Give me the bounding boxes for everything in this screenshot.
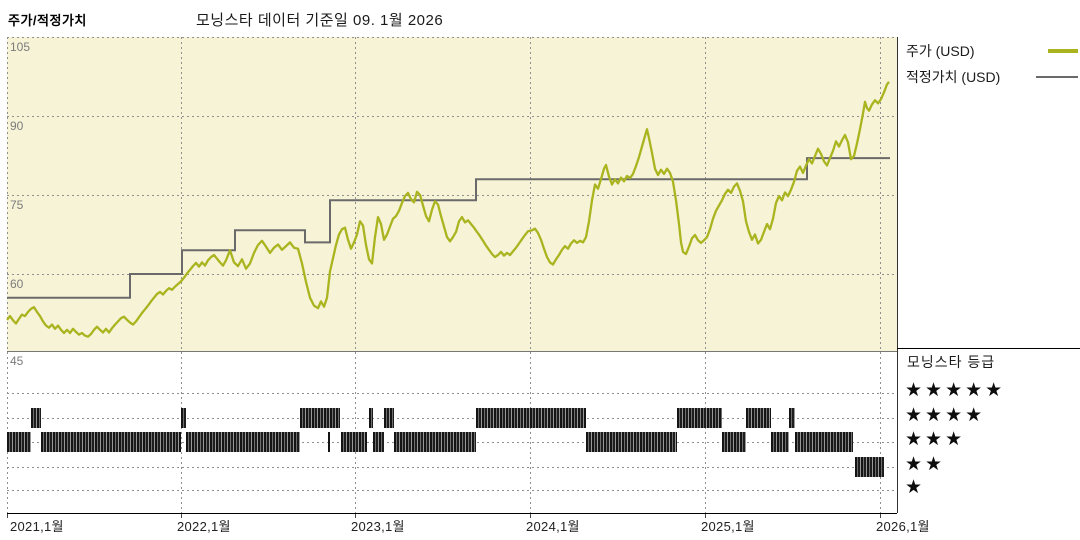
- data-as-of-date: 모닝스타 데이터 기준일 09. 1월 2026: [196, 12, 444, 29]
- gridline-rating-row-5: [7, 393, 897, 394]
- rating-bar-3star: [795, 432, 853, 452]
- rating-bar-3star: [771, 432, 789, 452]
- price-series-label: 주가 (USD): [906, 43, 975, 59]
- fair-value-line-swatch: [1036, 76, 1078, 78]
- rating-row-3-stars: ★★★: [905, 429, 966, 450]
- rating-legend-title: 모닝스타 등급: [907, 354, 996, 370]
- gridline-y-45: [7, 351, 897, 352]
- price-line: [6, 81, 890, 338]
- gridline-y-75: [7, 195, 897, 196]
- y-axis-label: 105: [10, 40, 31, 54]
- price-section-background: [7, 37, 897, 351]
- gridline-y-90: [7, 116, 897, 117]
- rating-row-4-stars: ★★★★: [905, 405, 986, 426]
- gridline-rating-row-4: [7, 418, 897, 419]
- rating-row-2-stars: ★★: [905, 454, 946, 475]
- rating-bar-4star: [476, 408, 586, 428]
- rating-bar-4star: [789, 408, 795, 428]
- x-axis-tick: [880, 514, 881, 518]
- rating-bar-4star: [746, 408, 771, 428]
- rating-bar-3star: [341, 432, 367, 452]
- rating-bar-4star: [31, 408, 41, 428]
- x-axis-label: 2021,1월: [10, 519, 64, 534]
- rating-bar-4star: [181, 408, 186, 428]
- rating-row-5-stars: ★★★★★: [905, 380, 1006, 401]
- x-axis-label: 2025,1월: [701, 519, 755, 534]
- gridline-y-60: [7, 274, 897, 275]
- rating-bar-3star: [41, 432, 181, 452]
- rating-bar-3star: [722, 432, 746, 452]
- x-axis-label: 2024,1월: [526, 519, 580, 534]
- rating-bar-3star: [586, 432, 677, 452]
- y-axis-label: 45: [10, 354, 24, 368]
- rating-row-1-stars: ★: [905, 477, 926, 498]
- price-line-swatch: [1048, 49, 1078, 53]
- x-axis-label: 2023,1월: [351, 519, 405, 534]
- x-axis-tick: [355, 514, 356, 518]
- rating-bar-3star: [7, 432, 31, 452]
- rating-bar-3star: [373, 432, 384, 452]
- x-axis-line: [7, 513, 897, 514]
- gridline-x-2023,1월: [355, 37, 356, 513]
- gridline-rating-row-1: [7, 490, 897, 491]
- y-axis-label: 60: [10, 277, 24, 291]
- x-axis-label: 2026,1월: [876, 519, 930, 534]
- x-axis-tick: [530, 514, 531, 518]
- series-legend: 주가 (USD) 적정가치 (USD): [906, 38, 1078, 90]
- gridline-rating-row-2: [7, 467, 897, 468]
- y-axis-label: 90: [10, 119, 24, 133]
- page-title: 주가/적정가치: [8, 13, 87, 28]
- rating-bar-4star: [677, 408, 722, 428]
- gridline-x-2021,1월: [7, 37, 8, 513]
- plot-right-border: [897, 37, 898, 513]
- rating-panel-divider: [897, 348, 1080, 349]
- fair-value-series-label: 적정가치 (USD): [906, 69, 1001, 85]
- gridline-y-105: [7, 37, 897, 38]
- y-axis-label: 75: [10, 198, 24, 212]
- x-axis-tick: [7, 514, 8, 518]
- rating-bar-4star: [384, 408, 394, 428]
- gridline-x-2026,1월: [880, 37, 881, 513]
- x-axis-label: 2022,1월: [177, 519, 231, 534]
- rating-bar-4star: [369, 408, 373, 428]
- gridline-x-2025,1월: [705, 37, 706, 513]
- rating-bar-2star: [855, 457, 884, 477]
- gridline-x-2024,1월: [530, 37, 531, 513]
- rating-bar-3star: [328, 432, 330, 452]
- legend-item-price: 주가 (USD): [906, 38, 1078, 64]
- x-axis-tick: [705, 514, 706, 518]
- rating-bar-3star: [394, 432, 476, 452]
- rating-bar-4star: [300, 408, 340, 428]
- rating-bar-3star: [186, 432, 300, 452]
- fair-value-line: [7, 157, 890, 299]
- legend-item-fair-value: 적정가치 (USD): [906, 64, 1078, 90]
- x-axis-tick: [181, 514, 182, 518]
